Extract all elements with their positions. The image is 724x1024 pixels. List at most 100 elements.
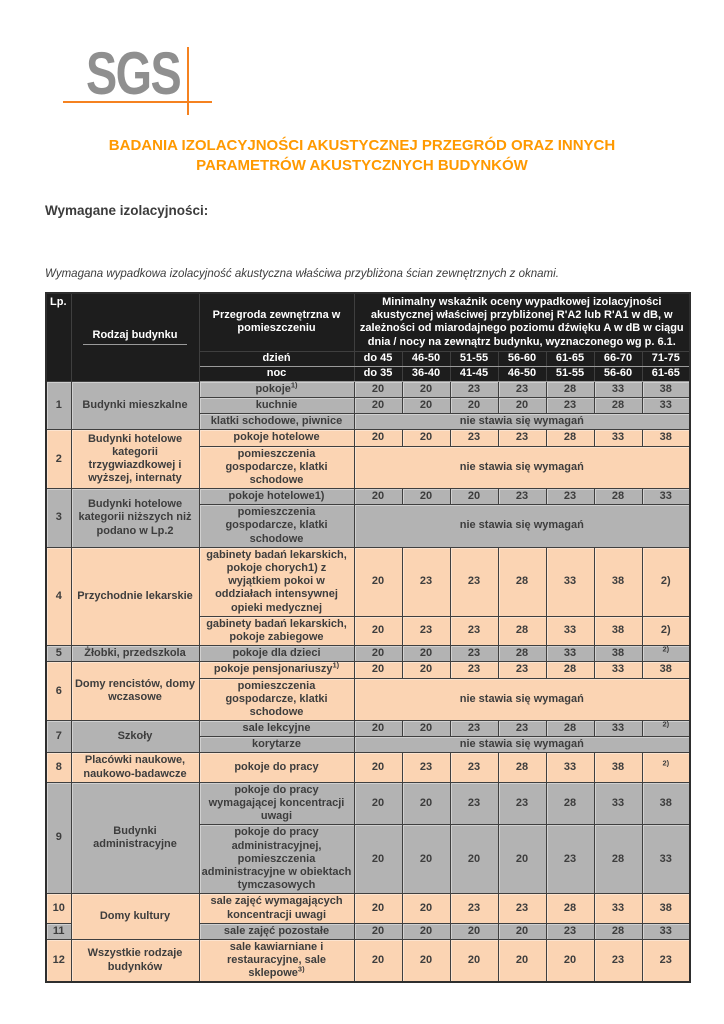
note-text: Wymagana wypadkowa izolacyjność akustycz… <box>45 268 559 280</box>
value-cell: 33 <box>641 396 691 415</box>
table-row: 6 Domy rencistów, domy wczasowe pokoje pen… <box>45 661 691 722</box>
partition-cell: pomieszczenia gospodarcze, klatki schodo… <box>198 677 355 722</box>
logo-vertical-line <box>187 47 189 115</box>
value-cell: 20 <box>353 615 403 647</box>
value-cell: 28 <box>545 720 595 738</box>
table-row: 5 Żłobki, przedszkola pokoje dla dzieci 20 2… <box>45 645 691 663</box>
value-cell: 20 <box>497 922 547 940</box>
value-cell: 20 <box>401 396 451 415</box>
value-cell: 33 <box>593 893 643 924</box>
value-cell: 28 <box>545 893 595 924</box>
partition-cell: sale lekcyjne <box>198 720 355 738</box>
value-cell: 33 <box>593 380 643 398</box>
value-cell: 28 <box>497 645 547 663</box>
header-building-type-label: Rodzaj budynku <box>82 329 188 346</box>
header-night-range: do 35 <box>353 365 403 382</box>
table-row: gabinety badań lekarskich, pokoje zabieg… <box>46 615 691 647</box>
value-cell: 2) <box>641 720 691 738</box>
value-cell: 28 <box>545 429 595 447</box>
value-cell: 20 <box>401 645 451 663</box>
value-cell: 33 <box>593 661 643 679</box>
lp-cell: 7 <box>45 720 72 754</box>
partition-cell: sale kawiarniane i restauracyjne, sale s… <box>198 938 355 983</box>
requirements-table: Lp. Rodzaj budynku Przegroda zewnętrzna … <box>45 292 692 984</box>
value-cell: 28 <box>593 396 643 415</box>
building-type-cell: Żłobki, przedszkola <box>70 645 200 663</box>
value-cell: 20 <box>401 380 451 398</box>
partition-cell: pokoje do pracy administracyjnej, pomies… <box>198 824 355 895</box>
value-cell: 2) <box>641 615 691 647</box>
table-row: pomieszczenia gospodarcze, klatki schodo… <box>46 445 691 490</box>
header-day-range: 66-70 <box>593 350 643 367</box>
value-cell: 23 <box>401 546 451 617</box>
lp-cell: 10 <box>45 893 72 924</box>
value-cell: 23 <box>545 824 595 895</box>
section-heading: Wymagane izolacyjności: <box>45 203 209 218</box>
building-type-cell: Budynki administracyjne <box>70 781 200 895</box>
header-index-description: Minimalny wskaźnik oceny wypadkowej izol… <box>353 292 691 352</box>
value-cell: 20 <box>497 396 547 415</box>
value-cell: 20 <box>353 893 403 924</box>
table-row: 10 Domy kultury sale zajęć wymagających ko… <box>45 893 691 940</box>
requirements-table-body: 1 Budynki mieszkalne pokoje1) 20 20 23 23 28 33 3… <box>45 380 691 983</box>
table-row: pokoje do pracy administracyjnej, pomies… <box>46 824 691 895</box>
building-type-cell: Szkoły <box>70 720 200 754</box>
value-cell: 23 <box>401 615 451 647</box>
value-cell: 20 <box>353 396 403 415</box>
header-day-range: 56-60 <box>497 350 547 367</box>
value-cell: 23 <box>401 752 451 783</box>
no-requirements-cell: nie stawia się wymagań <box>353 413 691 431</box>
building-type-cell: Przychodnie lekarskie <box>70 546 200 647</box>
value-cell: 23 <box>497 488 547 506</box>
partition-cell: pokoje do pracy <box>198 752 355 783</box>
lp-cell: 2 <box>45 429 72 490</box>
header-night-range: 36-40 <box>401 365 451 382</box>
value-cell: 28 <box>497 615 547 647</box>
value-cell: 38 <box>641 893 691 924</box>
header-building-type: Rodzaj budynku <box>70 292 200 382</box>
value-cell: 20 <box>401 781 451 826</box>
value-cell: 20 <box>497 824 547 895</box>
value-cell: 33 <box>593 429 643 447</box>
building-type-cell: Budynki mieszkalne <box>70 380 200 431</box>
value-cell: 33 <box>641 488 691 506</box>
value-cell: 23 <box>497 380 547 398</box>
value-cell: 23 <box>545 396 595 415</box>
partition-cell: pokoje do pracy wymagającej koncentracji… <box>198 781 355 826</box>
value-cell: 2) <box>641 546 691 617</box>
requirements-table-wrapper: Lp. Rodzaj budynku Przegroda zewnętrzna … <box>45 292 692 984</box>
no-requirements-cell: nie stawia się wymagań <box>353 504 691 548</box>
value-cell: 20 <box>353 645 403 663</box>
value-cell: 20 <box>353 488 403 506</box>
value-cell: 38 <box>641 661 691 679</box>
value-cell: 23 <box>497 893 547 924</box>
partition-cell: gabinety badań lekarskich, pokoje zabieg… <box>198 615 355 647</box>
value-cell: 38 <box>593 615 643 647</box>
sgs-logo: SGS <box>0 0 724 130</box>
value-cell: 28 <box>545 380 595 398</box>
header-day-label: dzień <box>198 350 355 367</box>
building-type-cell: Domy rencistów, domy wczasowe <box>70 661 200 722</box>
value-cell: 20 <box>449 824 499 895</box>
value-cell: 20 <box>353 661 403 679</box>
table-row: 1 Budynki mieszkalne pokoje1) 20 20 23 23 28 33 3… <box>45 380 691 431</box>
table-row: 8 Placówki naukowe, naukowo-badawcze pokoj… <box>45 752 691 783</box>
value-cell: 33 <box>641 922 691 940</box>
lp-cell: 9 <box>45 781 72 895</box>
value-cell: 20 <box>449 396 499 415</box>
header-day-range: 51-55 <box>449 350 499 367</box>
value-cell: 28 <box>497 752 547 783</box>
building-type-cell: Wszystkie rodzaje budynków <box>70 938 200 983</box>
value-cell: 20 <box>353 720 403 738</box>
value-cell: 38 <box>593 546 643 617</box>
value-cell: 33 <box>545 752 595 783</box>
value-cell: 20 <box>401 824 451 895</box>
header-day-range: 61-65 <box>545 350 595 367</box>
value-cell: 20 <box>401 720 451 738</box>
partition-cell: sale zajęć pozostałe <box>198 922 355 940</box>
no-requirements-cell: nie stawia się wymagań <box>353 445 691 490</box>
no-requirements-cell: nie stawia się wymagań <box>353 677 691 722</box>
value-cell: 28 <box>545 781 595 826</box>
partition-cell: pokoje hotelowe <box>198 429 355 447</box>
